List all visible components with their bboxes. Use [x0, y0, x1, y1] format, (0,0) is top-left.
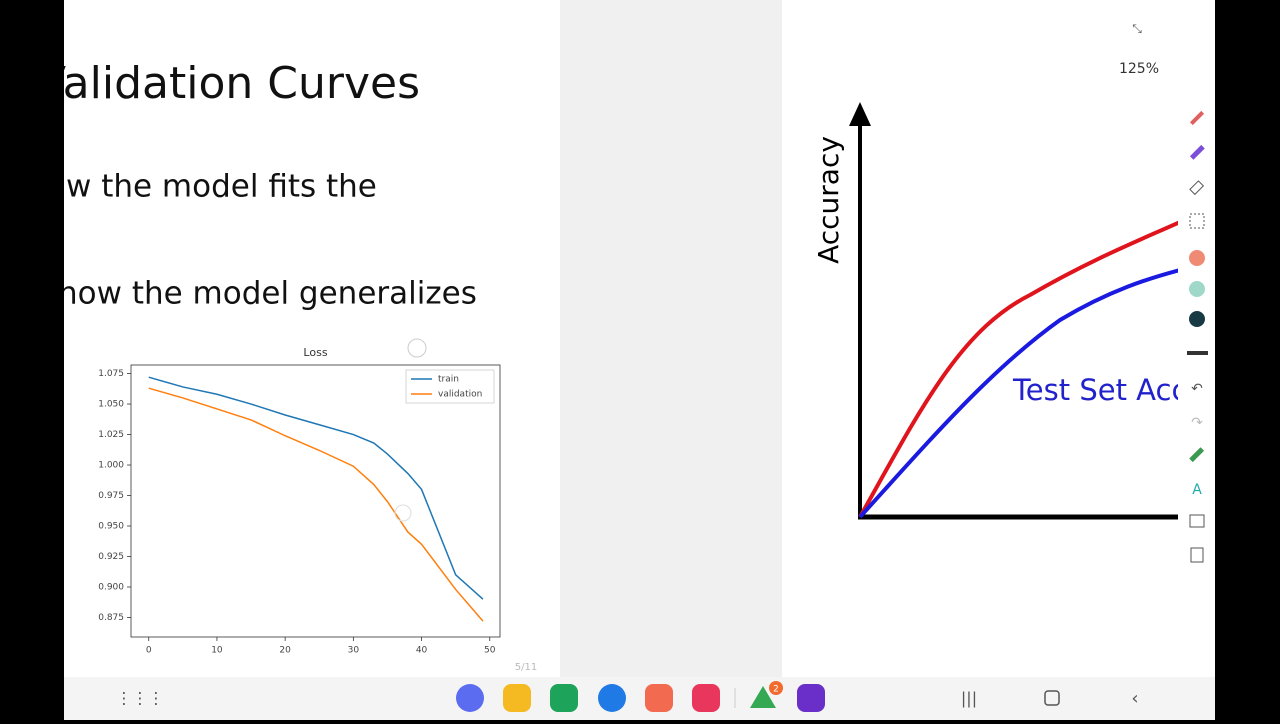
- eraser-tool[interactable]: [1189, 180, 1205, 196]
- color-swatch[interactable]: [1189, 311, 1205, 327]
- train-curve: [858, 220, 1178, 518]
- app-icon[interactable]: [750, 686, 776, 708]
- y-tick-label: 1.000: [98, 461, 124, 471]
- app-icon[interactable]: [645, 684, 673, 712]
- curve-label: Test Set Acc: [1012, 373, 1187, 407]
- slide-title: Validation Curves: [36, 58, 420, 109]
- y-tick-label: 0.950: [98, 522, 124, 532]
- y-tick-label: 0.875: [98, 613, 124, 623]
- x-tick-label: 20: [279, 646, 291, 656]
- plot-area: [130, 364, 501, 638]
- pointer: [407, 338, 427, 358]
- loss-chart: Loss 0.875 0.900 0.925 0.950 0.975 1.000 1.025 1…: [98, 346, 501, 656]
- line-series: [148, 387, 484, 622]
- y-tick-label: 1.025: [98, 430, 124, 440]
- badge-count: 2: [773, 685, 779, 695]
- color-swatch[interactable]: [1189, 281, 1205, 297]
- app-drawer[interactable]: ⋮⋮⋮: [116, 689, 164, 708]
- left-bezel: [0, 0, 64, 720]
- app-icon[interactable]: [598, 684, 626, 712]
- taskbar: [64, 677, 1215, 720]
- highlighter-tool[interactable]: [1189, 144, 1205, 160]
- text-tool[interactable]: A: [1192, 482, 1202, 498]
- undo-button[interactable]: ↶: [1191, 381, 1203, 397]
- accuracy-drawing: Accuracy Test Set Acc: [812, 102, 1187, 520]
- badge: [769, 681, 783, 695]
- y-tick-label: 0.975: [98, 491, 124, 501]
- select-tool[interactable]: [1189, 213, 1205, 229]
- y-tick-label: 1.075: [98, 369, 124, 379]
- lock-tool[interactable]: [1190, 547, 1204, 563]
- app-icon[interactable]: [456, 684, 484, 712]
- back-button[interactable]: ‹: [1131, 688, 1138, 709]
- x-tick-label: 10: [211, 646, 223, 656]
- redo-button[interactable]: ↷: [1191, 415, 1203, 431]
- line-series: [148, 376, 484, 600]
- right-bezel: [1215, 0, 1280, 720]
- app-icon[interactable]: [797, 684, 825, 712]
- right-slide: [782, 0, 1178, 677]
- gap: [560, 0, 782, 677]
- x-tick-label: 40: [416, 646, 428, 656]
- pen-tool[interactable]: [1189, 110, 1205, 126]
- y-tick-label: 1.050: [98, 400, 124, 410]
- x-tick-label: 50: [484, 646, 496, 656]
- recents-button[interactable]: |||: [961, 689, 977, 708]
- axis-label: Accuracy: [812, 136, 845, 264]
- apps: ⋮⋮⋮ 2 ||| ‹: [116, 681, 1139, 712]
- chart-title: Loss: [303, 346, 327, 359]
- home-button[interactable]: [1044, 690, 1060, 706]
- bullet: w the model fits the: [66, 169, 377, 205]
- arrow: [849, 102, 871, 126]
- legend-label: validation: [438, 390, 482, 400]
- legend-box: [405, 369, 495, 404]
- stroke-width[interactable]: [1187, 351, 1208, 355]
- zoom-level[interactable]: 125%: [1119, 61, 1159, 77]
- app-icon[interactable]: [692, 684, 720, 712]
- app-icon[interactable]: [503, 684, 531, 712]
- bullet: how the model generalizes: [58, 276, 477, 312]
- app-icon[interactable]: [550, 684, 578, 712]
- text-box-tool[interactable]: [1189, 514, 1205, 528]
- x-tick-label: 0: [146, 646, 152, 656]
- slide-text: Validation Curves w the model fits the h…: [36, 58, 477, 312]
- y-tick-label: 0.900: [98, 582, 124, 592]
- collapse-button[interactable]: ⤡: [1132, 22, 1142, 36]
- x-tick-label: 30: [348, 646, 360, 656]
- test-curve: [858, 268, 1178, 519]
- legend-label: train: [438, 375, 459, 385]
- toolbar: [1178, 0, 1215, 677]
- color-swatch[interactable]: [1189, 250, 1205, 266]
- pen-settings[interactable]: [1189, 447, 1205, 463]
- y-tick-label: 0.925: [98, 552, 124, 562]
- page-counter: 5/11: [515, 662, 537, 673]
- tools: ↶ ↷ A: [1187, 110, 1208, 563]
- pointer: [394, 504, 412, 522]
